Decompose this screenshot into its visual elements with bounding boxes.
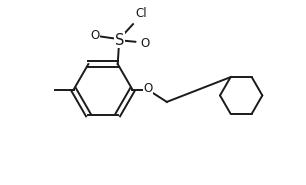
Text: Cl: Cl [135,7,147,20]
Text: O: O [140,37,149,50]
Text: O: O [143,83,152,95]
Text: O: O [91,29,100,42]
Text: S: S [114,33,124,48]
